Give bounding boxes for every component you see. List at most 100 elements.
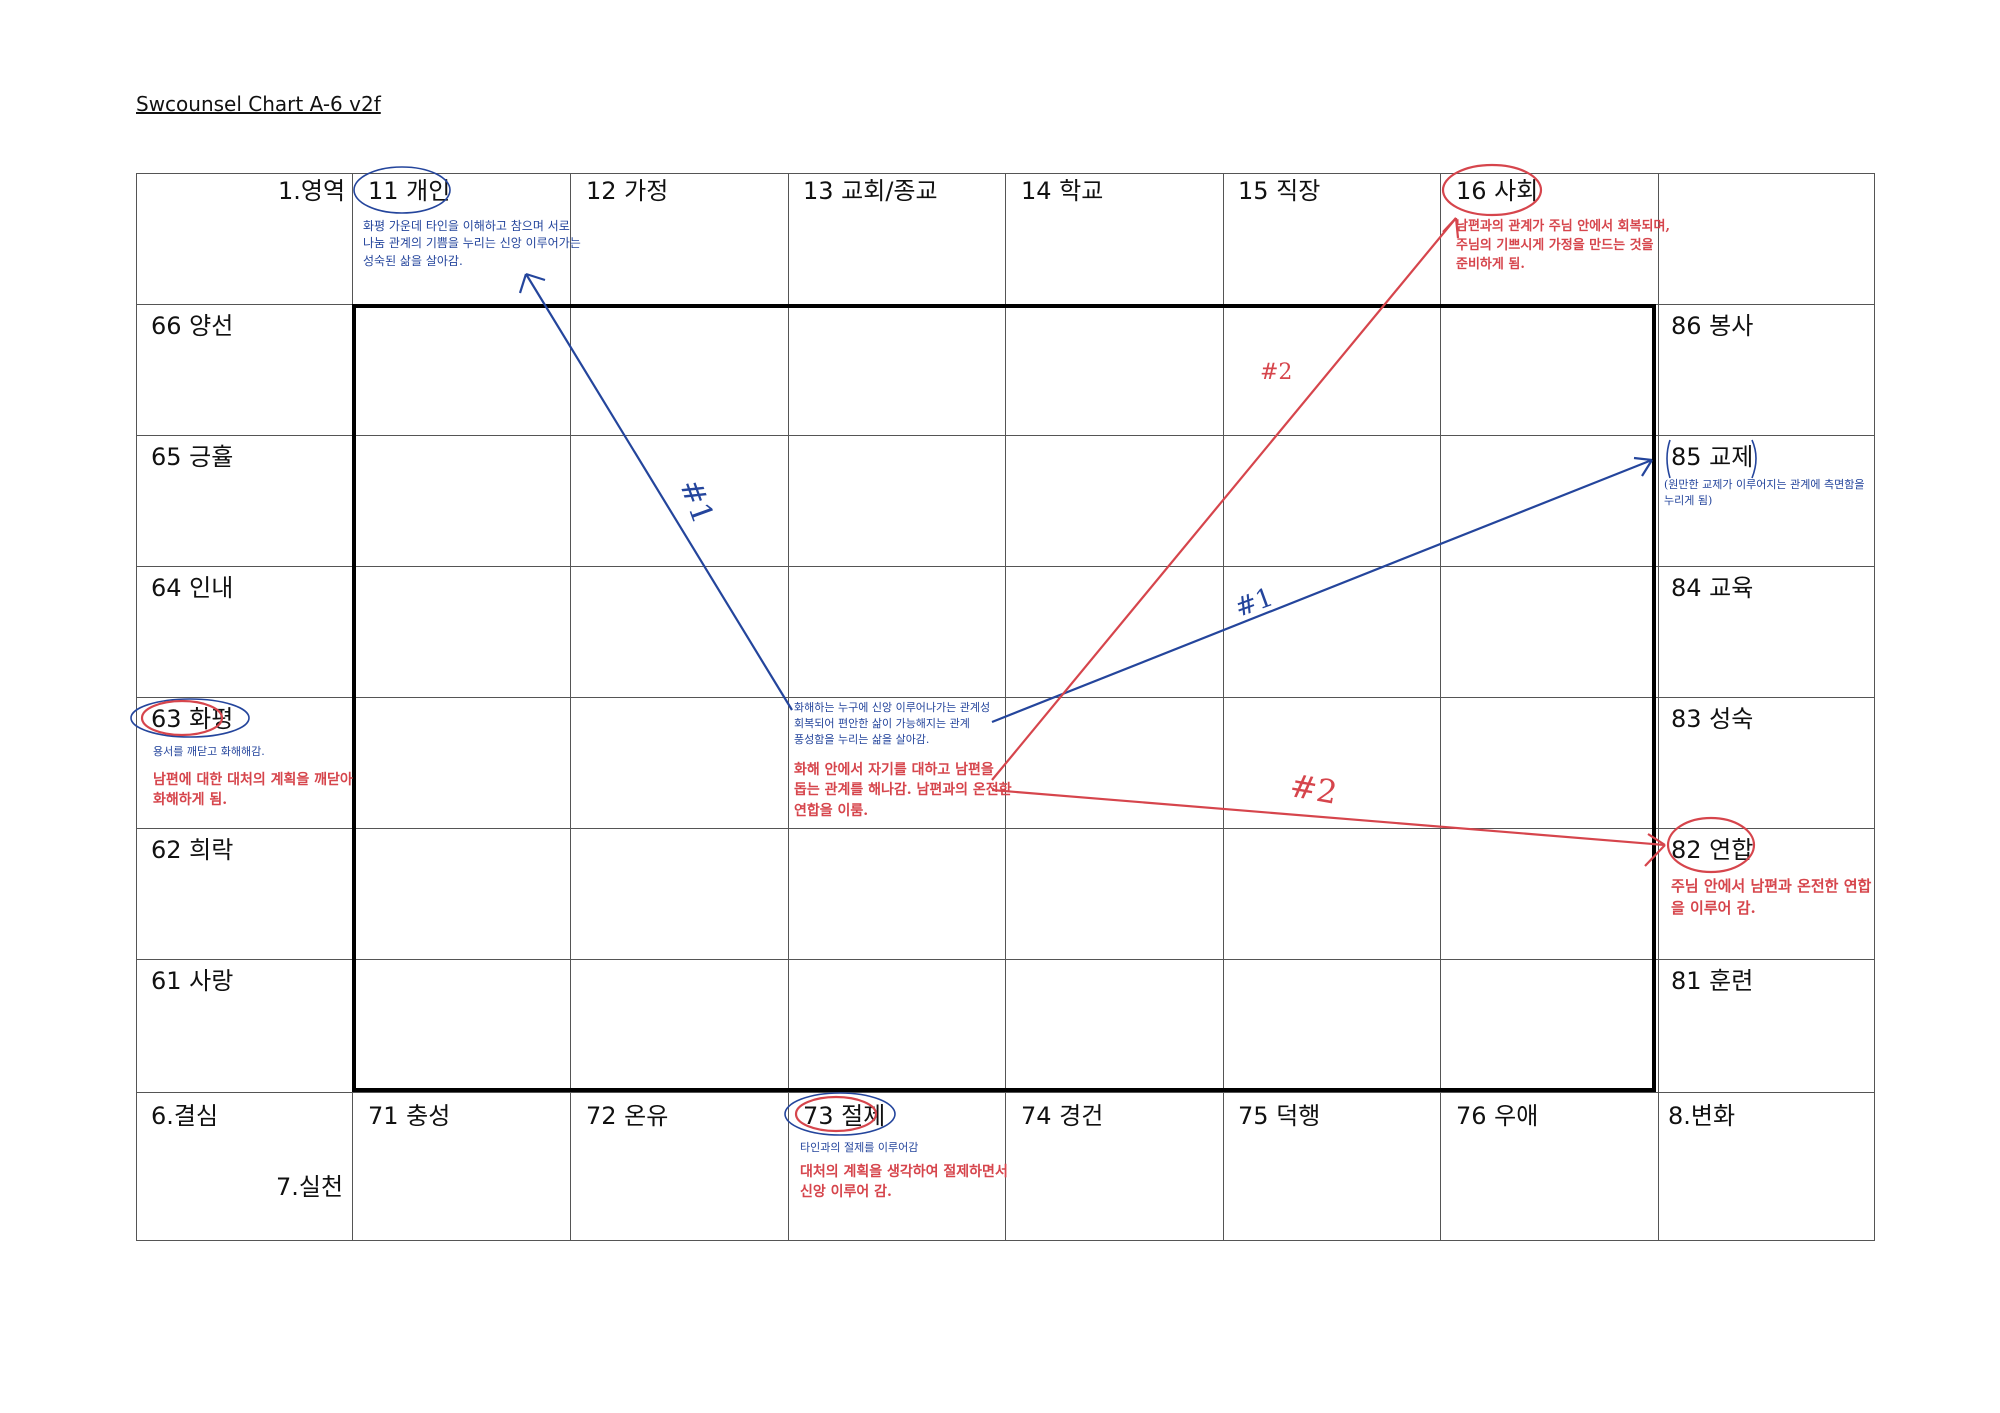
document-title: Swcounsel Chart A-6 v2f (136, 92, 381, 116)
note-85-fellowship: (원만한 교제가 이루어지는 관계에 측면함을 누리게 됨) (1664, 478, 1865, 507)
bottom-label-73: 73 절제 (803, 1102, 886, 1130)
bottom-label-74: 74 경건 (1021, 1102, 1104, 1130)
grid-cell (788, 435, 1005, 566)
note-center-red: 화해 안에서 자기를 대하고 남편을 돕는 관계를 해나감. 남편과의 온전한 … (794, 762, 1012, 819)
arrowhead-blue-85 (1633, 456, 1653, 477)
grid-cell (1005, 959, 1223, 1092)
corner-label-change: 8.변화 (1668, 1102, 1736, 1130)
corner-label-decision: 6.결심 (151, 1102, 219, 1130)
left-label-64: 64 인내 (151, 574, 234, 602)
circle-16-red (1441, 163, 1543, 217)
grid-cell (1440, 959, 1658, 1092)
bottom-label-71: 71 충성 (368, 1102, 451, 1130)
grid-cell (570, 959, 788, 1092)
top-label-16: 16 사회 (1456, 177, 1539, 205)
right-label-83: 83 성숙 (1671, 705, 1754, 733)
grid-cell (1223, 566, 1440, 697)
grid-cell (1223, 828, 1440, 959)
right-label-81: 81 훈련 (1671, 967, 1754, 995)
grid-cell (570, 435, 788, 566)
circle-73-blue (784, 1092, 896, 1136)
grid-cell (1223, 173, 1440, 304)
grid-cell (136, 435, 352, 566)
grid-cell (570, 173, 788, 304)
right-label-85: 85 교제 (1671, 443, 1754, 471)
grid-cell (1223, 959, 1440, 1092)
left-label-65: 65 긍휼 (151, 443, 234, 471)
grid-cell (136, 173, 352, 304)
bottom-label-76: 76 우애 (1456, 1102, 1539, 1130)
mark-red-2-right: #2 (1287, 766, 1341, 812)
grid-edge-right (1874, 173, 1875, 1241)
grid-cell (1440, 1092, 1658, 1240)
arrowhead-red-16 (1442, 217, 1460, 239)
left-label-61: 61 사랑 (151, 967, 234, 995)
corner-label-practice: 7.실천 (276, 1173, 344, 1201)
grid-cell (136, 697, 352, 828)
grid-cell (1440, 435, 1658, 566)
note-center-blue: 화해하는 누구에 신앙 이루어나가는 관계성 회복되어 편안한 삶이 가능해지는… (794, 701, 991, 746)
right-label-82: 82 연합 (1671, 836, 1754, 864)
grid-cell (1658, 828, 1874, 959)
note-73-temperance-blue: 타인과의 절제를 이루어감 (800, 1141, 919, 1154)
grid-cell (788, 566, 1005, 697)
grid-cell (788, 959, 1005, 1092)
grid-cell (1658, 959, 1874, 1092)
top-label-12: 12 가정 (586, 177, 669, 205)
grid-cell (1005, 435, 1223, 566)
grid-cell (1658, 304, 1874, 435)
grid-cell (788, 828, 1005, 959)
circle-11-blue (353, 166, 451, 214)
right-label-86: 86 봉사 (1671, 312, 1754, 340)
note-63-peace-blue: 용서를 깨닫고 화해해감. (153, 745, 265, 758)
circle-73-red (794, 1095, 878, 1133)
note-73-temperance-red: 대처의 계획을 생각하여 절제하면서 신앙 이루어 감. (800, 1164, 1008, 1201)
left-label-66: 66 양선 (151, 312, 234, 340)
grid-cell (1440, 697, 1658, 828)
grid-cell (1005, 828, 1223, 959)
note-82-union: 주님 안에서 남편과 온전한 연합 을 이루어 감. (1671, 877, 1872, 917)
grid-cell (570, 1092, 788, 1240)
grid-cell (136, 304, 352, 435)
arrow-red-center-to-82 (991, 788, 1666, 847)
note-11-individual: 화평 가운데 타인을 이해하고 참으며 서로 나눔 관계의 기쁨을 누리는 신앙… (363, 219, 581, 268)
top-label-11: 11 개인 (368, 177, 451, 205)
grid-cell (1658, 697, 1874, 828)
inner-frame (352, 304, 1656, 1092)
note-16-society: 남편과의 관계가 주님 안에서 회복되며, 주님의 기쁘시게 가정을 만드는 것… (1456, 219, 1670, 272)
note-63-peace-red: 남편에 대한 대처의 계획을 깨닫아 화해하게 됨. (153, 772, 353, 809)
grid-cell (1005, 566, 1223, 697)
bottom-label-75: 75 덕행 (1238, 1102, 1321, 1130)
grid-cell (1440, 566, 1658, 697)
grid-cell (788, 1092, 1005, 1240)
grid-cell (570, 566, 788, 697)
grid-cell (570, 697, 788, 828)
circle-63-blue (130, 698, 250, 738)
circle-63-red (140, 699, 224, 737)
grid-cell (136, 566, 352, 697)
grid-cell (570, 828, 788, 959)
arrowhead-blue-11 (518, 272, 546, 294)
grid-cell (136, 828, 352, 959)
grid-cell (136, 959, 352, 1092)
grid-cell (1440, 828, 1658, 959)
grid-cell (1223, 697, 1440, 828)
arrow-red-center-to-16 (991, 217, 1457, 781)
grid-edge-bottom (136, 1240, 1875, 1241)
bracket-85-blue (1666, 439, 1757, 479)
left-label-62: 62 희락 (151, 836, 234, 864)
grid-cell (1658, 173, 1874, 304)
grid-cell (136, 1092, 352, 1240)
grid-cell (352, 173, 570, 304)
top-label-15: 15 직장 (1238, 177, 1321, 205)
arrow-blue-center-to-85 (991, 458, 1653, 724)
circle-82-red (1666, 816, 1756, 874)
grid-cell (1005, 1092, 1223, 1240)
bottom-label-72: 72 온유 (586, 1102, 669, 1130)
top-label-13: 13 교회/종교 (803, 177, 938, 205)
grid-cell (1658, 435, 1874, 566)
right-label-84: 84 교육 (1671, 574, 1754, 602)
grid-cell (1658, 1092, 1874, 1240)
grid-cell (788, 697, 1005, 828)
